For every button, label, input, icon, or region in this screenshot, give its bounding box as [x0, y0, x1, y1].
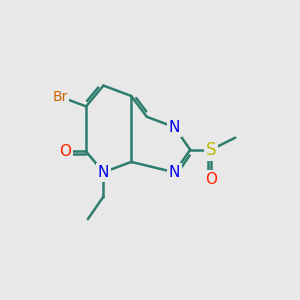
Text: O: O — [59, 144, 71, 159]
Text: N: N — [169, 120, 180, 135]
Text: O: O — [205, 172, 217, 187]
Text: S: S — [206, 141, 216, 159]
Text: N: N — [98, 165, 109, 180]
Text: N: N — [169, 165, 180, 180]
Text: Br: Br — [52, 90, 68, 104]
